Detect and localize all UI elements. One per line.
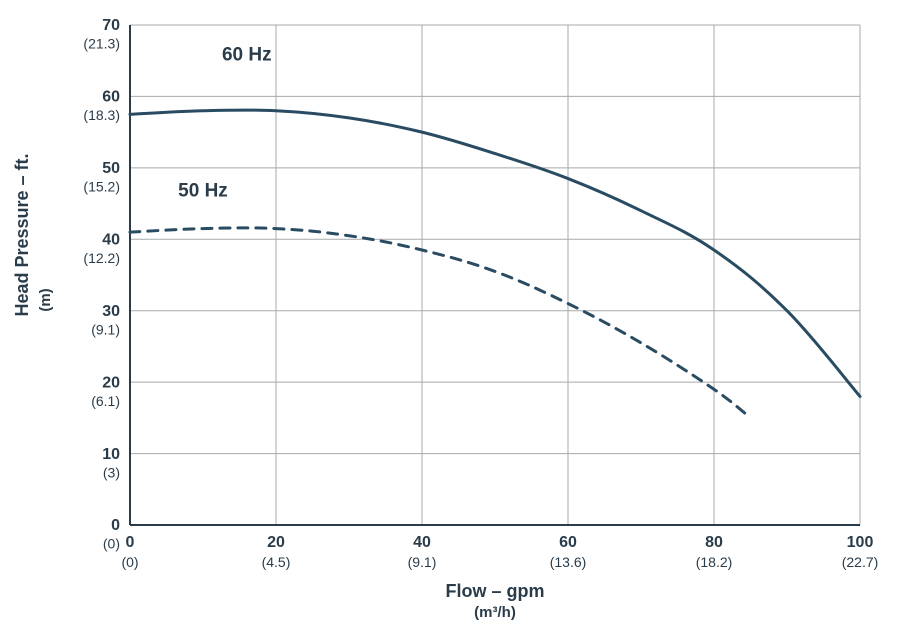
y-tick-secondary: (3) <box>103 464 120 480</box>
x-tick-secondary: (4.5) <box>262 554 291 570</box>
y-tick-primary: 20 <box>102 374 120 391</box>
y-tick-secondary: (9.1) <box>91 321 120 337</box>
y-tick-primary: 10 <box>102 446 120 463</box>
y-tick-primary: 60 <box>102 89 120 106</box>
y-axis-subtitle: (m) <box>37 288 54 311</box>
series-line <box>130 228 751 418</box>
x-tick-primary: 60 <box>559 534 577 551</box>
x-tick-primary: 100 <box>847 534 874 551</box>
y-tick-primary: 0 <box>111 517 120 534</box>
grid <box>130 25 860 525</box>
x-axis-subtitle: (m³/h) <box>474 604 516 621</box>
y-tick-secondary: (21.3) <box>83 36 120 52</box>
y-axis-title: Head Pressure – ft. <box>12 153 32 316</box>
x-tick-secondary: (22.7) <box>842 554 879 570</box>
x-tick-primary: 40 <box>413 534 431 551</box>
y-tick-secondary: (15.2) <box>83 179 120 195</box>
y-tick-secondary: (6.1) <box>91 393 120 409</box>
x-tick-primary: 0 <box>126 534 135 551</box>
x-tick-primary: 80 <box>705 534 723 551</box>
series-line <box>130 110 860 396</box>
y-tick-secondary: (18.3) <box>83 107 120 123</box>
pump-curve-chart: 0(0)10(3)20(6.1)30(9.1)40(12.2)50(15.2)6… <box>0 0 900 640</box>
series-label: 50 Hz <box>178 180 228 201</box>
x-tick-secondary: (9.1) <box>408 554 437 570</box>
y-tick-secondary: (0) <box>103 536 120 552</box>
x-axis-title: Flow – gpm <box>446 581 545 601</box>
y-tick-primary: 70 <box>102 17 120 34</box>
y-tick-secondary: (12.2) <box>83 250 120 266</box>
y-tick-primary: 50 <box>102 160 120 177</box>
x-tick-secondary: (0) <box>121 554 138 570</box>
x-tick-primary: 20 <box>267 534 285 551</box>
series-label: 60 Hz <box>222 45 272 66</box>
y-tick-primary: 30 <box>102 303 120 320</box>
y-tick-primary: 40 <box>102 232 120 249</box>
x-tick-secondary: (13.6) <box>550 554 587 570</box>
axes <box>130 25 860 525</box>
x-tick-secondary: (18.2) <box>696 554 733 570</box>
